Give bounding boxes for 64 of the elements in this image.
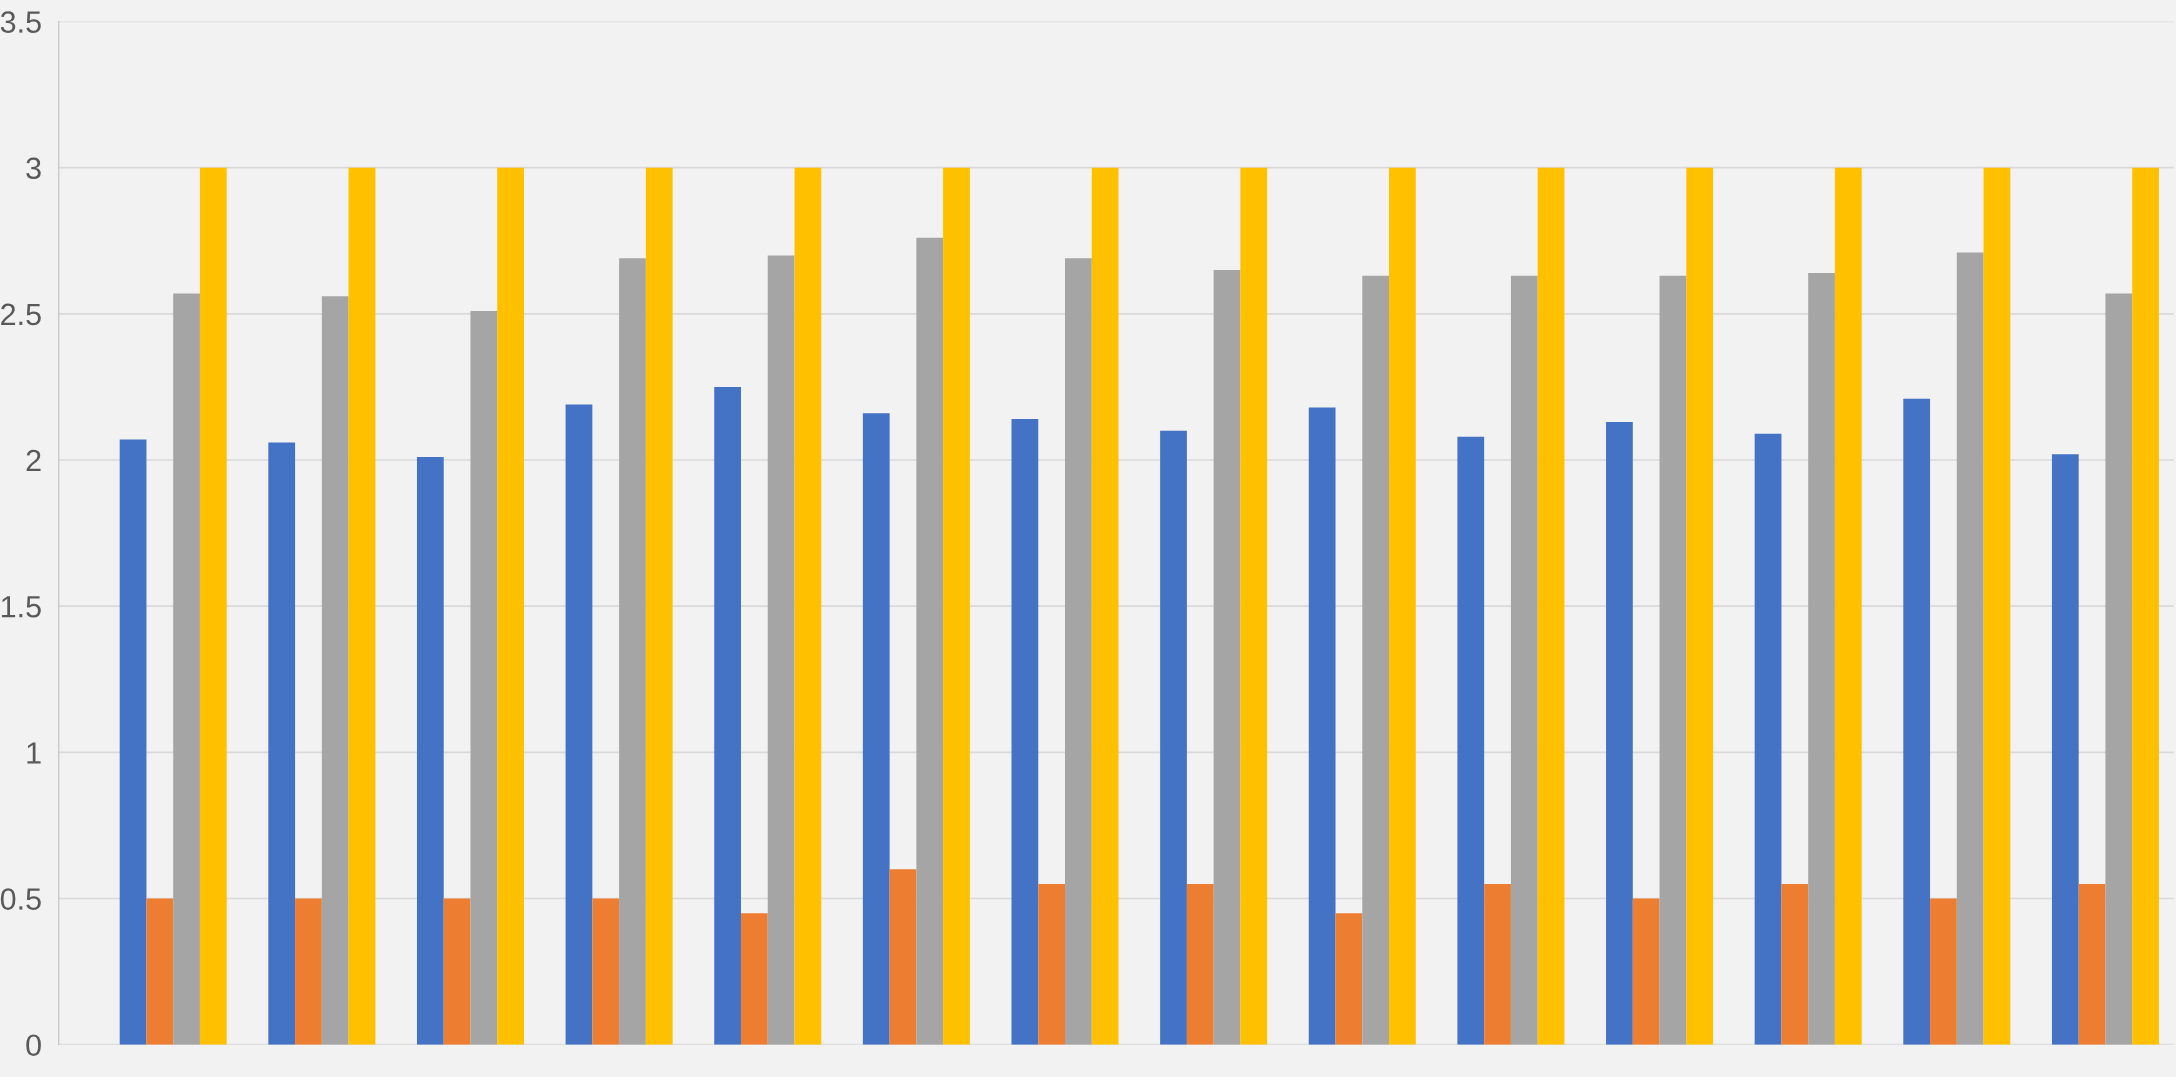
bar [321,296,349,1045]
bar [2105,293,2133,1045]
bar [1686,167,1714,1045]
bar [889,869,917,1045]
bar [2051,454,2079,1045]
bar [1956,252,1984,1045]
y-tick-label: 2 [26,449,41,472]
bar [1308,407,1336,1045]
bar [1903,398,1931,1045]
bar [592,898,620,1045]
bar [767,255,795,1045]
bar [740,913,768,1045]
bar [862,413,890,1045]
bar [173,293,200,1045]
bar [1659,275,1687,1045]
bar [1930,898,1957,1045]
bar [916,237,944,1045]
bar [1240,167,1268,1045]
bar [1389,167,1416,1045]
bar [714,386,741,1045]
y-tick-label: 0 [26,1034,41,1057]
y-tick-label: 0.5 [0,888,41,910]
bar [443,898,471,1045]
bar [1186,883,1214,1045]
y-tick-label: 1.5 [1,596,41,618]
bar [1160,430,1187,1045]
bar [199,167,227,1045]
bar [1065,258,1092,1045]
bar [1781,883,1809,1045]
bar [794,167,822,1045]
bar [565,404,593,1045]
bar [1457,436,1485,1045]
bar [348,167,376,1045]
bar [1754,433,1782,1045]
bar [1484,883,1511,1045]
bar [1011,419,1039,1045]
bar [1510,275,1538,1045]
bar [943,167,970,1045]
y-tick-label: 2.5 [1,303,41,326]
bar [1834,167,1862,1045]
bar [268,442,296,1045]
bar [1632,898,1660,1045]
bar [1606,422,1633,1045]
bar [1983,167,2011,1045]
bar [1335,913,1363,1045]
y-tick-label: 3.5 [0,11,41,33]
bar [1537,167,1565,1045]
bar [1213,270,1241,1045]
bar [119,439,147,1045]
bar [1038,883,1066,1045]
bar [2078,883,2106,1045]
bar [1362,275,1390,1045]
bar [645,167,673,1045]
bar [619,258,646,1045]
bar [416,457,444,1045]
bar [146,898,174,1045]
bar [470,310,498,1045]
y-tick-label: 3 [26,157,41,180]
bar [1091,167,1119,1045]
bar [295,898,322,1045]
bar [1808,272,1835,1045]
bar [497,167,524,1045]
y-tick-label: 1 [27,742,41,764]
bar [2132,167,2159,1045]
